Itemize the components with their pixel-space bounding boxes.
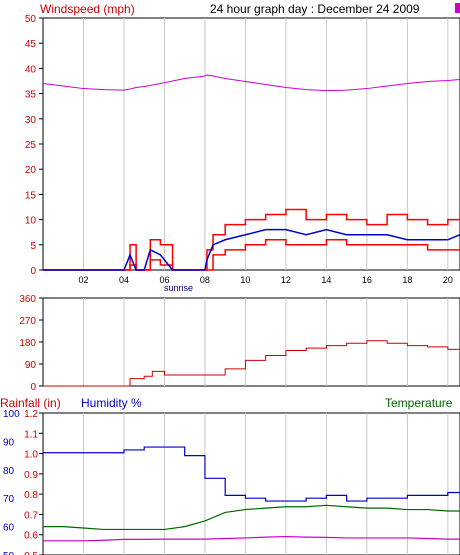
wind-x-axis: 02 04 06 08 10 12 14 16 18 20 — [78, 275, 452, 285]
wind-plot-area — [42, 17, 460, 271]
rainfall-tick-label: 0.5 — [24, 551, 38, 555]
humidity-series — [43, 446, 460, 542]
wind-lull-line — [43, 239, 460, 271]
y-tick-label: 5 — [30, 241, 36, 252]
graph-title: 24 hour graph day : December 24 2009 — [210, 2, 420, 16]
wind-grid — [82, 18, 449, 270]
rainfall-label: Rainfall (in) — [0, 396, 61, 410]
direction-panel: 0 90 180 270 360 — [19, 294, 460, 393]
rainfall-tick-label: 0.6 — [24, 531, 38, 542]
rainfall-tick-label: 1.1 — [24, 429, 38, 440]
direction-plot-area — [42, 297, 460, 387]
x-tick-label: 04 — [119, 275, 129, 285]
rainfall-tick-label: 0.8 — [24, 490, 38, 501]
x-tick-label: 20 — [443, 275, 453, 285]
rainfall-tick-label: 0.7 — [24, 510, 38, 521]
humidity-label: Humidity % — [81, 396, 142, 410]
y-tick-label: 45 — [25, 39, 37, 50]
x-tick-label: 12 — [281, 275, 291, 285]
x-tick-label: 06 — [159, 275, 169, 285]
y-tick-label: 0 — [30, 266, 36, 277]
rainfall-y-axis: 0.5 0.6 0.7 0.8 0.9 1.0 1.1 1.2 — [24, 409, 43, 555]
x-tick-label: 16 — [362, 275, 372, 285]
x-tick-label: 18 — [402, 275, 412, 285]
y-tick-label: 50 — [25, 14, 37, 25]
y-tick-label: 360 — [19, 294, 36, 305]
legend-swatch — [455, 3, 460, 13]
humidity-tick-label: 50 — [3, 551, 15, 555]
temperature-label: Temperature — [385, 396, 453, 410]
y-tick-label: 90 — [25, 360, 37, 371]
humidity-panel: 50 60 70 80 90 100 0.5 0.6 0.7 0.8 0.9 1.0 1.1 1.2 — [3, 409, 460, 555]
humidity-tick-label: 80 — [3, 466, 15, 477]
humidity-tick-label: 90 — [3, 437, 15, 448]
humidity-line — [43, 446, 460, 502]
humidity-tick-label: 100 — [3, 409, 20, 420]
y-tick-label: 30 — [25, 115, 37, 126]
y-tick-label: 0 — [30, 382, 36, 393]
x-tick-label: 14 — [321, 275, 331, 285]
wind-y-axis: 0 5 10 15 20 25 30 35 40 45 50 — [25, 14, 43, 277]
x-tick-label: 02 — [78, 275, 88, 285]
humidity-y-axis: 50 60 70 80 90 100 — [3, 409, 20, 555]
rainfall-tick-label: 1.2 — [24, 409, 38, 420]
direction-y-axis: 0 90 180 270 360 — [19, 294, 43, 393]
pressure-line — [43, 535, 460, 542]
humidity-grid — [82, 413, 449, 555]
direction-series — [43, 340, 460, 387]
sunrise-label: sunrise — [164, 283, 193, 293]
rainfall-tick-label: 0.9 — [24, 470, 38, 481]
wind-panel: 0 5 10 15 20 25 30 35 40 45 50 02 04 06 08 10 12 14 16 18 2… — [25, 14, 460, 293]
wind-series — [42, 74, 460, 271]
humidity-plot-area — [42, 412, 460, 555]
y-tick-label: 180 — [19, 338, 36, 349]
x-tick-label: 08 — [200, 275, 210, 285]
wind-average-line — [43, 228, 460, 271]
temperature-line — [43, 504, 460, 531]
humidity-tick-label: 70 — [3, 494, 15, 505]
y-tick-label: 40 — [25, 64, 37, 75]
y-tick-label: 270 — [19, 316, 36, 327]
rainfall-tick-label: 1.0 — [24, 450, 38, 461]
wind-chart-title: Windspeed (mph) — [40, 2, 135, 16]
x-tick-label: 10 — [240, 275, 250, 285]
direction-grid — [82, 298, 449, 386]
humidity-tick-label: 60 — [3, 523, 15, 534]
y-tick-label: 10 — [25, 216, 37, 227]
y-tick-label: 35 — [25, 90, 37, 101]
temperature-line — [42, 74, 460, 92]
y-tick-label: 15 — [25, 190, 37, 201]
wind-direction-line — [43, 340, 460, 387]
y-tick-label: 25 — [25, 140, 37, 151]
y-tick-label: 20 — [25, 165, 37, 176]
